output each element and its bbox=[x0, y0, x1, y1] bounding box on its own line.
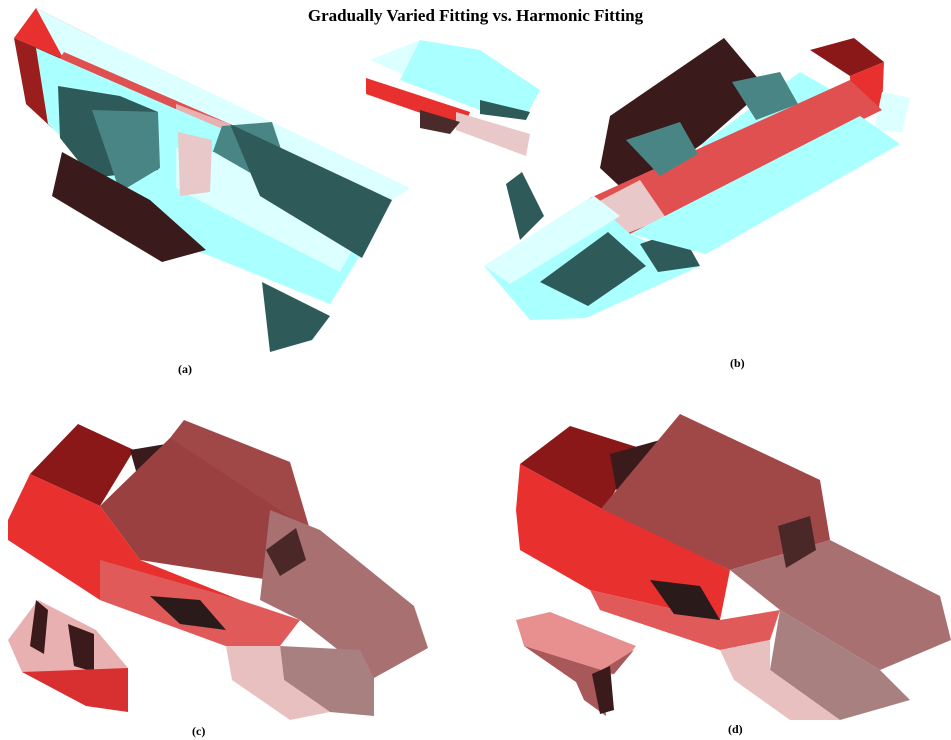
c-small-piece-dark2 bbox=[68, 624, 94, 672]
b-pale-lower bbox=[484, 196, 620, 284]
c-dark-hub bbox=[150, 596, 226, 630]
figure-title: Gradually Varied Fitting vs. Harmonic Fi… bbox=[307, 6, 644, 25]
frag-dark-bits bbox=[480, 100, 530, 120]
b-pale-top bbox=[874, 92, 910, 132]
panel-a-label: (a) bbox=[178, 362, 192, 376]
a-inner-mid-left bbox=[92, 110, 160, 192]
d-mauve-body bbox=[730, 540, 951, 670]
d-small-piece-light bbox=[516, 612, 636, 682]
d-small-piece-body bbox=[524, 646, 634, 716]
b-cyan-right bbox=[630, 116, 900, 254]
panel-b-render bbox=[484, 38, 910, 320]
c-small-piece-red bbox=[22, 668, 128, 712]
c-top-right-block bbox=[170, 420, 310, 530]
d-dark-notch bbox=[778, 516, 816, 568]
c-pink-lower bbox=[226, 646, 330, 720]
b-inner-dark-1 bbox=[626, 122, 698, 176]
a-dark-tail bbox=[262, 282, 330, 352]
b-inner-dark-2 bbox=[732, 72, 798, 120]
a-dark-block-lower bbox=[52, 152, 206, 262]
frag-pink-band bbox=[456, 112, 530, 156]
a-pink-join bbox=[178, 132, 212, 196]
d-red-front bbox=[516, 464, 730, 620]
d-dark-hub bbox=[650, 580, 720, 620]
c-dark-notch bbox=[266, 528, 306, 576]
frag-cyan-body bbox=[400, 40, 540, 116]
d-dark-top-left bbox=[520, 426, 640, 510]
c-mauve-lower bbox=[280, 646, 374, 716]
b-red-tip-top bbox=[810, 38, 884, 76]
panel-ab-fragment bbox=[366, 40, 540, 156]
a-pale-band-center bbox=[176, 148, 360, 272]
d-red-band bbox=[590, 590, 780, 650]
frag-red-band bbox=[366, 78, 470, 128]
d-mauve-lower bbox=[770, 610, 910, 720]
b-dark-lower-2 bbox=[506, 172, 544, 240]
panel-c-label: (c) bbox=[192, 724, 206, 738]
c-dark-top-left bbox=[30, 424, 134, 506]
a-top-pale-band bbox=[36, 8, 410, 200]
d-pink-lower bbox=[720, 640, 840, 720]
d-small-piece-dark bbox=[592, 666, 614, 714]
b-red-long-band bbox=[590, 80, 882, 234]
panel-d-label: (d) bbox=[728, 722, 743, 736]
c-small-piece-dark1 bbox=[30, 600, 48, 654]
panel-c-render bbox=[8, 420, 428, 720]
panel-d-render bbox=[516, 414, 951, 720]
panel-a-render bbox=[14, 8, 410, 352]
b-dark-slab bbox=[600, 38, 766, 196]
frag-dark-shadow bbox=[420, 110, 460, 134]
b-dark-lower-1 bbox=[540, 232, 646, 306]
panel-b-label: (b) bbox=[730, 356, 745, 370]
c-top-block-face bbox=[100, 438, 310, 580]
a-dark-right-band bbox=[230, 124, 392, 258]
d-top-body bbox=[600, 414, 830, 570]
